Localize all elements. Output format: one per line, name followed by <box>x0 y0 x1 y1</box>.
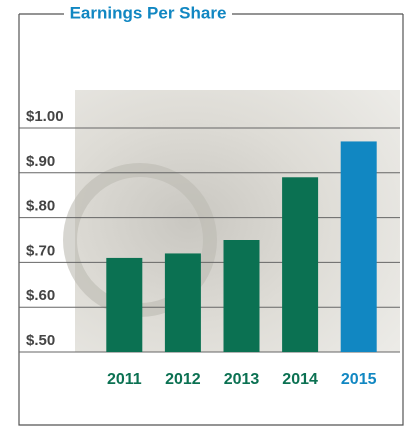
y-tick-label: $1.00 <box>26 108 64 125</box>
y-tick-label: $.50 <box>26 332 55 349</box>
bar <box>164 253 201 352</box>
x-tick-label: 2013 <box>224 371 260 388</box>
chart-title: Earnings Per Share <box>70 3 227 22</box>
x-tick-label: 2014 <box>282 371 318 388</box>
y-tick-label: $.80 <box>26 198 55 215</box>
y-tick-label: $.60 <box>26 287 55 304</box>
x-tick-label: 2015 <box>341 371 377 388</box>
y-tick-label: $.70 <box>26 242 55 259</box>
bar <box>106 257 143 352</box>
x-tick-label: 2011 <box>107 371 142 388</box>
bar <box>223 240 260 352</box>
x-tick-label: 2012 <box>165 371 201 388</box>
frame <box>18 14 404 426</box>
bar <box>340 141 377 352</box>
bar <box>282 177 319 352</box>
y-tick-label: $.90 <box>26 153 55 170</box>
